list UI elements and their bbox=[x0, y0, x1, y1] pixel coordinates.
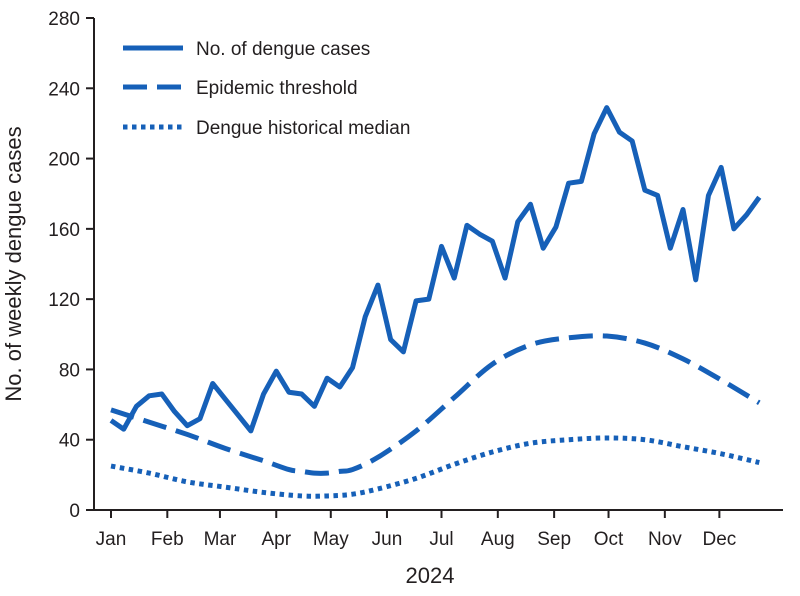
y-tick-label: 280 bbox=[48, 9, 80, 30]
legend-label: No. of dengue cases bbox=[196, 39, 370, 60]
legend-label: Epidemic threshold bbox=[196, 78, 358, 99]
series-line-dotted bbox=[110, 435, 760, 499]
x-tick-label: Jan bbox=[96, 529, 127, 550]
y-tick-label: 80 bbox=[59, 360, 80, 381]
y-tick-label: 40 bbox=[59, 431, 80, 452]
series-line-solid bbox=[109, 105, 762, 434]
y-tick-label: 200 bbox=[48, 150, 80, 171]
x-tick-label: Dec bbox=[702, 529, 736, 550]
x-tick-label: Nov bbox=[648, 529, 682, 550]
axes bbox=[93, 18, 783, 511]
x-tick-label: Mar bbox=[204, 529, 237, 550]
series-line-dashed bbox=[110, 333, 761, 476]
legend: No. of dengue cases Epidemic threshold Den… bbox=[123, 39, 410, 139]
x-tick-label: Sep bbox=[537, 529, 571, 550]
x-tick-label: Jul bbox=[429, 529, 453, 550]
series-lines bbox=[109, 105, 762, 499]
x-tick-label: May bbox=[313, 529, 349, 550]
x-ticks: Jan Feb Mar Apr May Jun Jul Aug Sep Oct Nov Dec bbox=[96, 510, 736, 550]
x-tick-label: Oct bbox=[594, 529, 624, 550]
x-tick-label: Jun bbox=[372, 529, 403, 550]
y-tick-label: 160 bbox=[48, 220, 80, 241]
y-axis-title: No. of weekly dengue cases bbox=[1, 126, 26, 401]
y-tick-label: 0 bbox=[69, 501, 80, 522]
y-tick-label: 240 bbox=[48, 79, 80, 100]
x-tick-label: Apr bbox=[261, 529, 291, 550]
y-ticks: 0 40 80 120 160 200 240 280 bbox=[48, 9, 94, 522]
x-tick-label: Feb bbox=[151, 529, 184, 550]
legend-label: Dengue historical median bbox=[196, 118, 410, 139]
x-axis-title: 2024 bbox=[406, 563, 455, 588]
x-tick-label: Aug bbox=[481, 529, 515, 550]
y-tick-label: 120 bbox=[48, 290, 80, 311]
